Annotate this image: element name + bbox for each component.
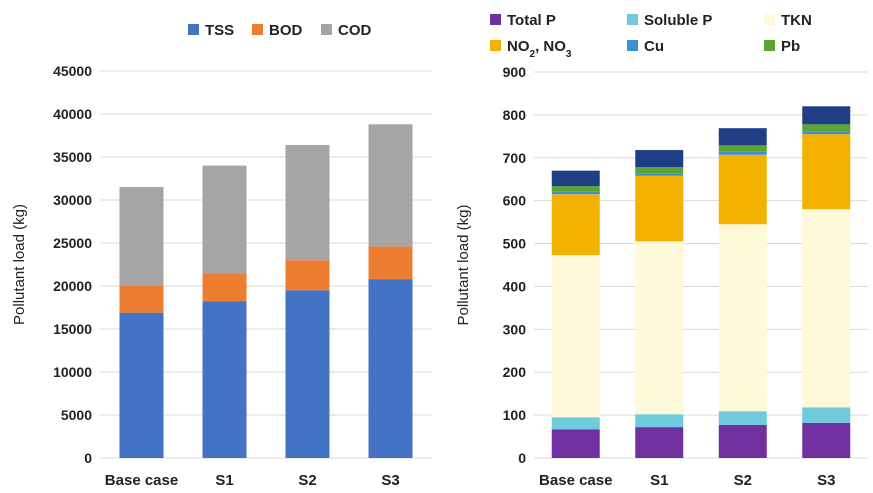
- left-bar-segment-bod-s2: [285, 260, 330, 291]
- right-bar-segment-no2-no3-s1: [635, 175, 684, 242]
- right-y-tick-label: 600: [503, 193, 527, 209]
- right-x-tick-label: S3: [817, 472, 835, 489]
- right-y-tick-label: 900: [503, 64, 527, 80]
- left-legend-label-cod: COD: [338, 22, 372, 39]
- left-legend-swatch-bod: [252, 24, 263, 35]
- right-bar-segment-cu-s1: [635, 173, 684, 176]
- right-bar-segment-soluble-p-s1: [635, 414, 684, 428]
- right-x-tick-label: Base case: [539, 472, 612, 489]
- right-bar-segment-total-p-s2: [718, 424, 767, 458]
- right-legend-swatch-tkn: [764, 14, 775, 25]
- right-bar-segment-cu-base-case: [551, 191, 600, 195]
- left-bar-segment-cod-s1: [202, 165, 247, 274]
- left-y-tick-label: 15000: [53, 321, 92, 337]
- left-legend-label-bod: BOD: [269, 22, 303, 39]
- right-bar-segment-pb-s3: [802, 124, 851, 132]
- right-bar-segment-cu-s2: [718, 151, 767, 155]
- right-bar-segment-soluble-p-s2: [718, 411, 767, 425]
- left-bar-segment-bod-base-case: [119, 286, 164, 313]
- right-y-tick-label: 800: [503, 107, 527, 123]
- left-y-tick-label: 5000: [61, 407, 92, 423]
- right-y-tick-label: 0: [518, 450, 526, 466]
- left-y-tick-label: 35000: [53, 149, 92, 165]
- left-bar-segment-tss-s3: [368, 279, 413, 458]
- right-bar-segment-tkn-base-case: [551, 255, 600, 418]
- right-legend-swatch-soluble-p: [627, 14, 638, 25]
- right-bar-segment-other-s2: [718, 128, 767, 146]
- right-x-tick-label: S2: [734, 472, 752, 489]
- right-bar-segment-pb-s1: [635, 167, 684, 174]
- right-y-axis-title: Pollutant load (kg): [455, 205, 472, 326]
- right-bar-segment-tkn-s3: [802, 209, 851, 408]
- left-x-tick-label: S2: [298, 472, 316, 489]
- left-bar-segment-bod-s1: [202, 273, 247, 302]
- left-x-tick-label: Base case: [105, 472, 178, 489]
- right-legend-label-total-p: Total P: [507, 12, 556, 29]
- right-x-tick-label: S1: [650, 472, 668, 489]
- right-legend-label-no2-no3: NO2, NO3: [507, 38, 572, 60]
- left-y-tick-label: 45000: [53, 63, 92, 79]
- right-y-tick-label: 200: [503, 364, 527, 380]
- left-y-tick-label: 0: [84, 450, 92, 466]
- left-legend-swatch-tss: [188, 24, 199, 35]
- right-y-tick-label: 100: [503, 407, 527, 423]
- left-bar-segment-tss-base-case: [119, 312, 164, 458]
- right-y-tick-label: 500: [503, 236, 527, 252]
- right-bar-segment-no2-no3-s2: [718, 154, 767, 225]
- right-bar-segment-no2-no3-base-case: [551, 194, 600, 256]
- right-bar-segment-no2-no3-s3: [802, 134, 851, 210]
- left-legend-swatch-cod: [321, 24, 332, 35]
- right-bar-segment-soluble-p-base-case: [551, 417, 600, 430]
- right-legend-swatch-cu: [627, 40, 638, 51]
- right-bar-segment-pb-base-case: [551, 186, 600, 192]
- left-x-tick-label: S3: [381, 472, 399, 489]
- left-bar-segment-tss-s2: [285, 290, 330, 458]
- right-legend-label-cu: Cu: [644, 38, 664, 55]
- left-x-tick-label: S1: [215, 472, 233, 489]
- right-bar-segment-tkn-s2: [718, 224, 767, 412]
- right-bar-segment-other-s1: [635, 150, 684, 168]
- left-y-axis-title: Pollutant load (kg): [11, 204, 28, 325]
- right-legend-label-soluble-p: Soluble P: [644, 12, 712, 29]
- right-y-tick-label: 700: [503, 150, 527, 166]
- left-y-tick-label: 30000: [53, 192, 92, 208]
- right-y-tick-label: 400: [503, 278, 527, 294]
- right-legend-label-tkn: TKN: [781, 12, 812, 29]
- right-legend-swatch-total-p: [490, 14, 501, 25]
- right-bar-segment-total-p-s3: [802, 422, 851, 458]
- right-bar-segment-tkn-s1: [635, 241, 684, 415]
- left-legend-label-tss: TSS: [205, 22, 234, 39]
- stacked-bar-chart-tss-bod-cod: 0 5000 10000 15000 20000 25000 30000 35000 40000…: [11, 22, 432, 489]
- right-legend-label-pb: Pb: [781, 38, 800, 55]
- left-bar-segment-bod-s3: [368, 246, 413, 280]
- stacked-bar-chart-nutrients-metals: 0 100 200 300 400 500 600 700 800 900 Pollutant lo…: [455, 12, 868, 489]
- right-bar-segment-soluble-p-s3: [802, 407, 851, 423]
- left-y-tick-label: 25000: [53, 235, 92, 251]
- left-y-tick-label: 40000: [53, 106, 92, 122]
- right-bar-segment-cu-s3: [802, 131, 851, 135]
- left-bar-segment-tss-s1: [202, 301, 247, 458]
- right-bar-segment-other-base-case: [551, 170, 600, 187]
- left-bar-segment-cod-base-case: [119, 187, 164, 286]
- left-bar-segment-cod-s2: [285, 144, 330, 261]
- left-bar-segment-cod-s3: [368, 124, 413, 247]
- right-legend-swatch-pb: [764, 40, 775, 51]
- right-bar-segment-pb-s2: [718, 145, 767, 152]
- right-bar-segment-total-p-s1: [635, 427, 684, 458]
- right-y-tick-label: 300: [503, 321, 527, 337]
- left-y-tick-label: 20000: [53, 278, 92, 294]
- right-bar-segment-other-s3: [802, 106, 851, 125]
- right-legend-swatch-no2-no3: [490, 40, 501, 51]
- left-y-tick-label: 10000: [53, 364, 92, 380]
- right-bar-segment-total-p-base-case: [551, 429, 600, 458]
